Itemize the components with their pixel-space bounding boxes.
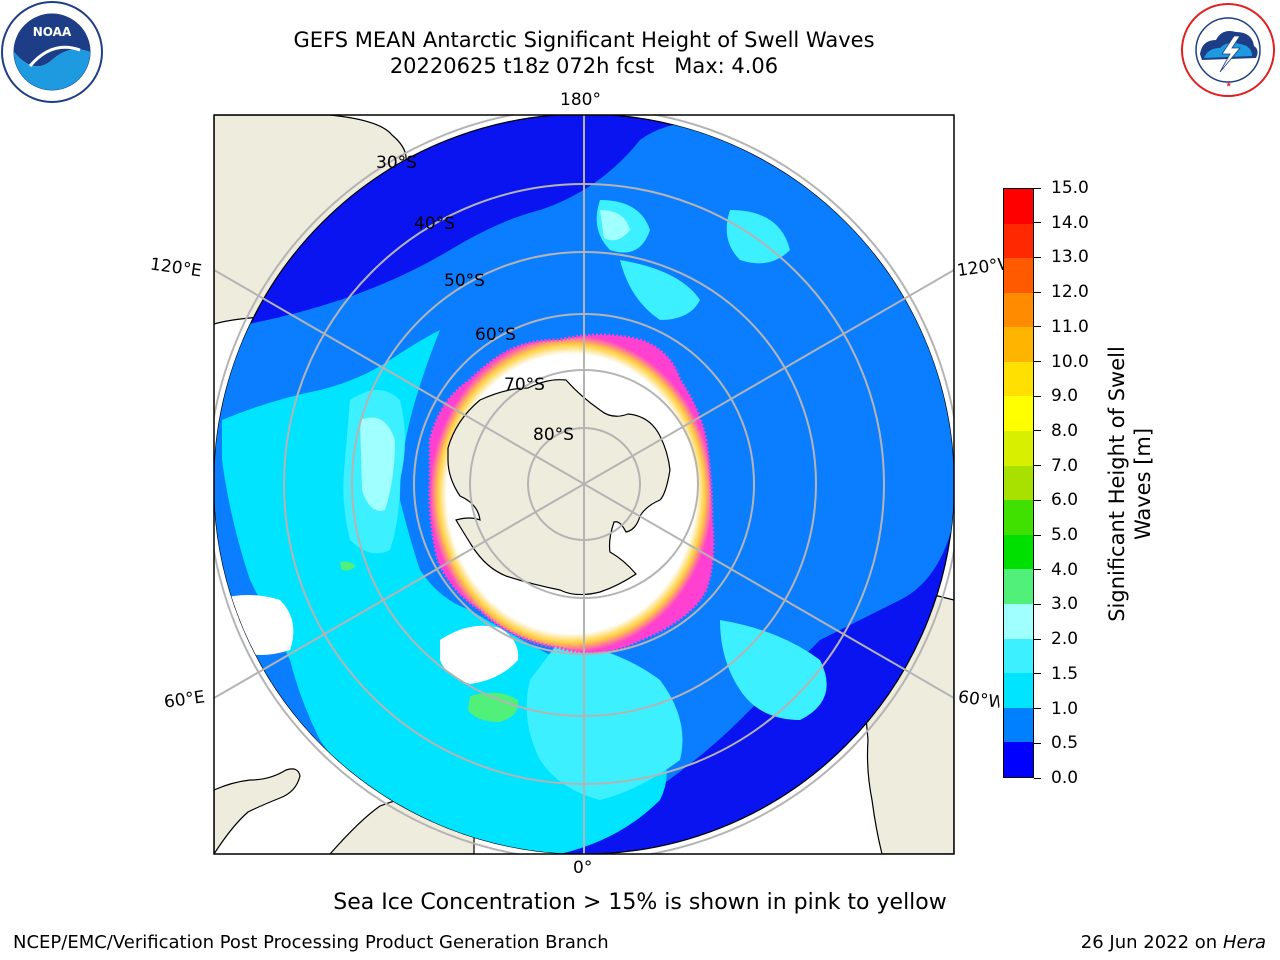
ice-free-gap-1: [440, 625, 519, 684]
antarctica-land: [447, 379, 671, 596]
colorbar-segment: [1004, 604, 1033, 639]
colorbar-tick: [1034, 742, 1041, 744]
colorbar-segment: [1004, 465, 1033, 501]
colorbar-tick-label: 0.0: [1051, 768, 1079, 788]
lon-label-180: 180°: [560, 90, 601, 110]
colorbar-segment: [1004, 292, 1033, 328]
colorbar-segment: [1004, 534, 1033, 570]
sea-ice-note: Sea Ice Concentration > 15% is shown in …: [333, 890, 947, 915]
colorbar-tick-label: 1.0: [1051, 698, 1079, 719]
credit-left: NCEP/EMC/Verification Post Processing Pr…: [13, 932, 609, 953]
colorbar-title-line1: Significant Height of Swell: [1105, 346, 1129, 622]
chart-title: GEFS MEAN Antarctic Significant Height o…: [293, 28, 875, 52]
colorbar-tick-label: 9.0: [1051, 386, 1079, 407]
colorbar-segment: [1004, 258, 1033, 293]
colorbar-segment: [1004, 431, 1033, 466]
colorbar-tick-label: 11.0: [1051, 316, 1089, 337]
colorbar-segment: [1004, 500, 1033, 535]
colorbar-tick-label: 7.0: [1051, 455, 1079, 476]
colorbar-tick-label: 2.0: [1051, 629, 1079, 650]
meridian-60e-120w: [214, 269, 954, 699]
lat-label-70s: 70°S: [504, 375, 545, 395]
lat-label-50s: 50°S: [444, 271, 485, 291]
lat-label-30s: 30°S: [376, 153, 417, 173]
colorbar-tick: [1034, 638, 1041, 640]
colorbar-tick: [1034, 673, 1041, 675]
colorbar-tick-label: 8.0: [1051, 420, 1079, 441]
colorbar-segment: [1004, 223, 1033, 259]
colorbar-segment: [1004, 742, 1033, 777]
colorbar-segment: [1004, 361, 1033, 397]
credit-host: Hera: [1222, 932, 1266, 953]
colorbar-tick: [1034, 465, 1041, 467]
colorbar-tick: [1034, 291, 1041, 293]
credit-right: 26 Jun 2022 on Hera: [1081, 932, 1266, 953]
colorbar-segment: [1004, 327, 1033, 362]
colorbar-tick: [1034, 222, 1041, 224]
colorbar-tick-label: 6.0: [1051, 490, 1079, 511]
colorbar-tick-label: 10.0: [1051, 351, 1089, 372]
colorbar-tick-label: 1.5: [1051, 663, 1079, 684]
lat-label-40s: 40°S: [414, 214, 455, 234]
colorbar-tick: [1034, 569, 1041, 571]
colorbar: [1003, 188, 1034, 778]
swell-band-2p5m: [360, 210, 630, 511]
colorbar-tick: [1034, 777, 1041, 779]
colorbar-title-line2: Waves [m]: [1131, 427, 1155, 541]
swell-band-2m-east: [596, 200, 827, 720]
swell-band-3m: [340, 561, 519, 722]
colorbar-segment: [1004, 396, 1033, 432]
colorbar-tick: [1034, 256, 1041, 258]
colorbar-segment: [1004, 673, 1033, 708]
credit-date: 26 Jun 2022 on: [1080, 932, 1218, 953]
noaa-logo-text: NOAA: [33, 25, 72, 39]
colorbar-tick: [1034, 430, 1041, 432]
noaa-logo-icon: NOAA: [1, 1, 103, 103]
colorbar-tick-label: 3.0: [1051, 594, 1079, 615]
chart-subtitle: 20220625 t18z 072h fcst Max: 4.06: [389, 54, 779, 78]
colorbar-tick-label: 14.0: [1051, 212, 1089, 233]
swell-band-2m: [343, 390, 683, 800]
colorbar-tick-label: 15.0: [1051, 178, 1089, 198]
lat-label-60s: 60°S: [475, 325, 516, 345]
colorbar-segment: [1004, 638, 1033, 674]
colorbar-segment: [1004, 569, 1033, 605]
colorbar-tick-label: 12.0: [1051, 282, 1089, 303]
colorbar-tick-label: 0.5: [1051, 733, 1079, 754]
lon-label-0: 0°: [573, 858, 593, 878]
nws-logo-icon: [1181, 3, 1275, 97]
colorbar-tick-label: 5.0: [1051, 525, 1079, 546]
colorbar-tick: [1034, 326, 1041, 328]
map-border: [213, 114, 955, 855]
colorbar-tick-label: 13.0: [1051, 247, 1089, 268]
colorbar-segment: [1004, 707, 1033, 743]
colorbar-tick: [1034, 708, 1041, 710]
colorbar-tick: [1034, 534, 1041, 536]
colorbar-tick: [1034, 187, 1041, 189]
colorbar-tick-label: 4.0: [1051, 559, 1079, 580]
colorbar-segment: [1004, 188, 1033, 224]
graticule: [214, 115, 954, 854]
colorbar-tick: [1034, 603, 1041, 605]
colorbar-tick: [1034, 499, 1041, 501]
colorbar-tick: [1034, 395, 1041, 397]
colorbar-tick: [1034, 361, 1041, 363]
lat-label-80s: 80°S: [533, 425, 574, 445]
